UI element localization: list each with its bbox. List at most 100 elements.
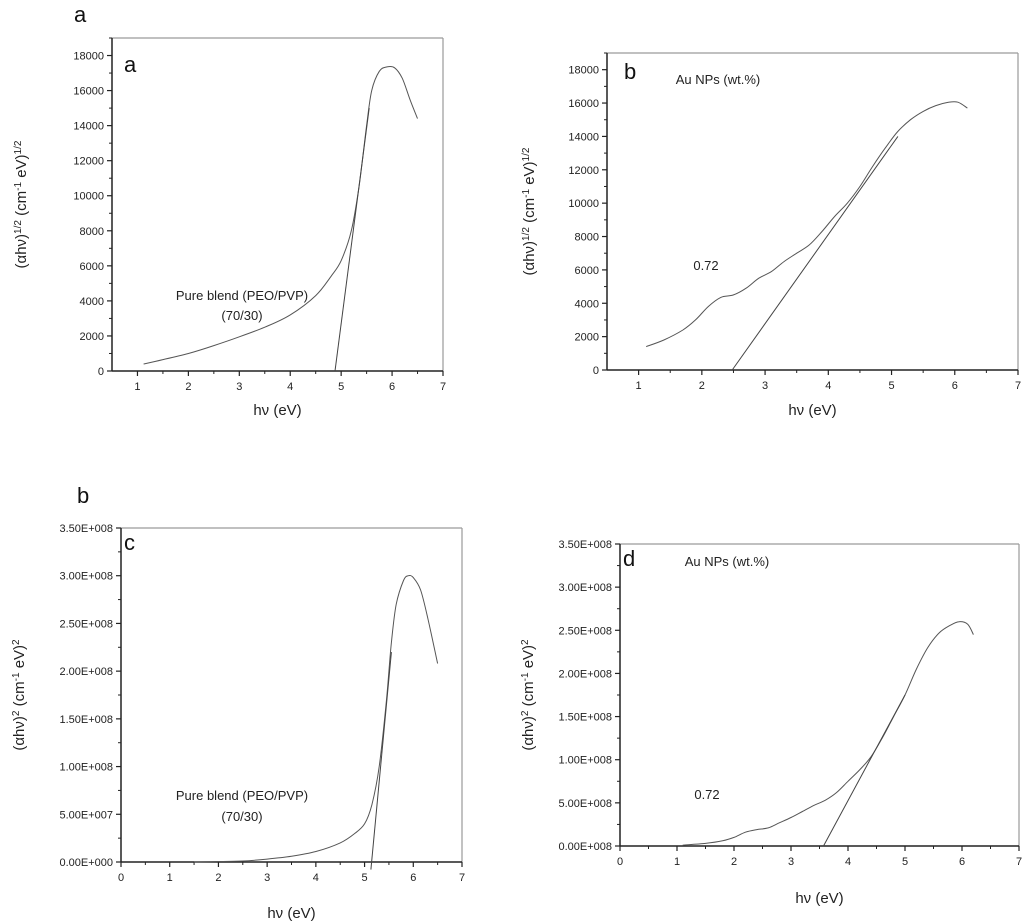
y-tick-label: 3.50E+008: [59, 523, 113, 535]
tangent-line: [334, 108, 370, 372]
y-tick-label: 4000: [80, 296, 104, 308]
data-curve: [682, 621, 974, 846]
x-tick-label: 6: [410, 872, 416, 884]
y-tick-label: 6000: [575, 265, 599, 277]
y-tick-label: 1.00E+008: [59, 762, 113, 774]
x-tick-label: 2: [699, 380, 705, 392]
x-tick-label: 7: [440, 381, 446, 393]
x-tick-label: 7: [1016, 856, 1022, 868]
panel-d: 0 1 2 3 4 5 6 7 0.00E+008 5.00E+008 1.00E+008 1.50E…: [520, 539, 1023, 907]
annotation: Au NPs (wt.%): [676, 72, 761, 87]
y-tick-label: 4000: [575, 298, 599, 310]
figure-label-top: a: [74, 2, 87, 27]
y-tick-label: 0: [98, 366, 104, 378]
y-tick-label: 6000: [80, 261, 104, 273]
panel-letter: b: [624, 59, 636, 84]
x-tick-label: 4: [825, 380, 831, 392]
y-tick-label: 8000: [80, 226, 104, 238]
y-tick-label: 2000: [575, 332, 599, 344]
y-tick-label: 18000: [568, 65, 599, 77]
data-curve: [194, 574, 439, 863]
x-tick-label: 0: [617, 856, 623, 868]
y-tick-label: 14000: [73, 121, 104, 133]
y-tick-label: 0.00E+008: [558, 841, 612, 853]
x-axis-title: hν (eV): [267, 905, 315, 922]
y-tick-label: 10000: [73, 191, 104, 203]
y-tick-label: 12000: [568, 165, 599, 177]
x-tick-label: 5: [902, 856, 908, 868]
x-tick-label: 6: [959, 856, 965, 868]
y-tick-label: 12000: [73, 156, 104, 168]
x-tick-label: 1: [674, 856, 680, 868]
y-tick-label: 2.00E+008: [558, 668, 612, 680]
panel-b: 1 2 3 4 5 6 7 0 2000 4000 6000 8000 10000 12000 14000 1…: [521, 52, 1021, 419]
y-tick-label: 1.50E+008: [558, 712, 612, 724]
y-tick-label: 16000: [73, 86, 104, 98]
y-tick-label: 2.50E+008: [59, 618, 113, 630]
x-tick-label: 3: [788, 856, 794, 868]
annotation: (70/30): [221, 308, 262, 323]
x-tick-label: 1: [167, 872, 173, 884]
annotation: (70/30): [221, 809, 262, 824]
y-tick-label: 0: [593, 365, 599, 377]
y-tick-label: 3.00E+008: [59, 571, 113, 583]
y-axis-title: (αhν)2 (cm-1 eV)2: [520, 639, 538, 751]
y-tick-label: 0.00E+000: [59, 857, 113, 869]
x-tick-label: 2: [215, 872, 221, 884]
tangent-line: [731, 136, 899, 371]
y-axis-title: (αhν)1/2 (cm-1 eV)1/2: [521, 147, 539, 275]
y-tick-label: 2.50E+008: [558, 625, 612, 637]
x-tick-label: 7: [1015, 380, 1021, 392]
tangent-line: [370, 652, 392, 870]
x-tick-label: 7: [459, 872, 465, 884]
y-tick-label: 5.00E+008: [558, 798, 612, 810]
y-tick-label: 1.50E+008: [59, 714, 113, 726]
x-tick-label: 5: [362, 872, 368, 884]
panel-letter: a: [124, 52, 137, 77]
y-tick-label: 8000: [575, 232, 599, 244]
y-tick-label: 3.00E+008: [558, 582, 612, 594]
annotation: Au NPs (wt.%): [685, 554, 770, 569]
x-tick-label: 6: [952, 380, 958, 392]
x-tick-label: 4: [287, 381, 293, 393]
y-tick-label: 5.00E+007: [59, 809, 113, 821]
panel-letter: c: [124, 530, 135, 555]
x-axis-title: hν (eV): [253, 402, 301, 419]
y-tick-label: 16000: [568, 98, 599, 110]
x-tick-label: 4: [845, 856, 851, 868]
y-axis-title: (αhν)2 (cm-1 eV)2: [11, 639, 29, 751]
y-tick-label: 1.00E+008: [558, 755, 612, 767]
x-tick-label: 4: [313, 872, 319, 884]
y-tick-label: 10000: [568, 198, 599, 210]
y-tick-label: 14000: [568, 131, 599, 143]
annotation: 0.72: [693, 258, 718, 273]
x-tick-label: 5: [338, 381, 344, 393]
x-axis-title: hν (eV): [795, 890, 843, 907]
y-tick-label: 18000: [73, 51, 104, 63]
panel-a: 1 2 3 4 5 6 7 0 2000 4000 6000 8000 10000 12000 14000 1…: [13, 37, 446, 419]
y-tick-label: 2.00E+008: [59, 666, 113, 678]
y-tick-label: 3.50E+008: [558, 539, 612, 551]
annotation: 0.72: [694, 787, 719, 802]
x-axis-title: hν (eV): [788, 402, 836, 419]
y-axis-title: (αhν)1/2 (cm-1 eV)1/2: [13, 140, 31, 268]
annotation: Pure blend (PEO/PVP): [176, 788, 308, 803]
panel-c: 0 1 2 3 4 5 6 7 0.00E+000 5.00E+007 1.00E+008 1.50E…: [11, 523, 466, 922]
x-tick-label: 3: [762, 380, 768, 392]
annotation: Pure blend (PEO/PVP): [176, 288, 308, 303]
x-tick-label: 3: [264, 872, 270, 884]
x-tick-label: 2: [731, 856, 737, 868]
figure-label-bottom: b: [77, 483, 89, 508]
x-tick-label: 3: [236, 381, 242, 393]
tangent-line: [823, 694, 906, 847]
x-tick-label: 1: [134, 381, 140, 393]
data-curve: [143, 65, 418, 365]
data-curve: [646, 101, 968, 348]
x-tick-label: 2: [185, 381, 191, 393]
panel-letter: d: [623, 546, 635, 571]
x-tick-label: 0: [118, 872, 124, 884]
x-tick-label: 6: [389, 381, 395, 393]
x-tick-label: 1: [636, 380, 642, 392]
x-tick-label: 5: [888, 380, 894, 392]
